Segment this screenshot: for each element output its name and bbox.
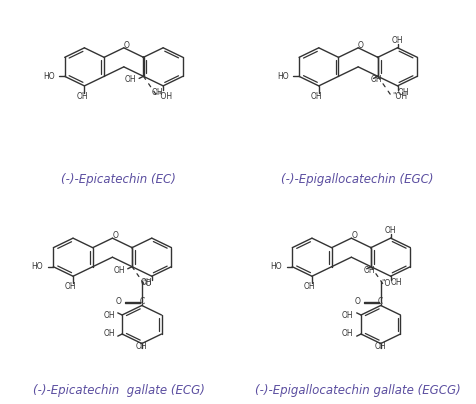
Text: HO: HO (31, 262, 43, 271)
Text: OH: OH (375, 342, 387, 351)
Text: OH: OH (385, 226, 397, 235)
Text: O: O (116, 297, 121, 306)
Text: OH: OH (371, 75, 383, 84)
Text: O: O (351, 231, 357, 240)
Text: O: O (354, 297, 360, 306)
Text: "O: "O (381, 279, 391, 288)
Text: C: C (378, 297, 383, 306)
Text: HO: HO (270, 262, 282, 271)
Text: OH: OH (103, 311, 115, 320)
Text: (-)-Epicatechin  gallate (ECG): (-)-Epicatechin gallate (ECG) (32, 384, 205, 397)
Text: OH: OH (364, 265, 376, 274)
Text: O: O (124, 41, 129, 50)
Text: OH: OH (114, 265, 125, 274)
Text: OH: OH (304, 282, 316, 291)
Text: HO: HO (43, 72, 54, 81)
Text: (-)-Epicatechin (EC): (-)-Epicatechin (EC) (61, 173, 176, 186)
Text: OH: OH (311, 92, 322, 101)
Text: HO: HO (277, 72, 289, 81)
Text: OH: OH (103, 328, 115, 338)
Text: O: O (112, 231, 118, 240)
Text: (-)-Epigallocatechin gallate (EGCG): (-)-Epigallocatechin gallate (EGCG) (255, 384, 460, 397)
Text: OH: OH (65, 282, 77, 291)
Text: OH: OH (397, 88, 409, 97)
Text: O: O (358, 41, 364, 50)
Text: OH: OH (125, 75, 137, 84)
Text: OH: OH (342, 311, 354, 320)
Text: OH: OH (342, 328, 354, 338)
Text: "OH: "OH (392, 93, 407, 101)
Text: (-)-Epigallocatechin (EGC): (-)-Epigallocatechin (EGC) (281, 173, 434, 186)
Text: "O: "O (142, 279, 152, 288)
Text: OH: OH (140, 278, 152, 287)
Text: "OH: "OH (158, 93, 173, 101)
Text: OH: OH (391, 278, 402, 287)
Text: OH: OH (392, 36, 403, 45)
Text: C: C (139, 297, 144, 306)
Text: OH: OH (76, 92, 88, 101)
Text: OH: OH (136, 342, 148, 351)
Text: OH: OH (151, 88, 163, 97)
